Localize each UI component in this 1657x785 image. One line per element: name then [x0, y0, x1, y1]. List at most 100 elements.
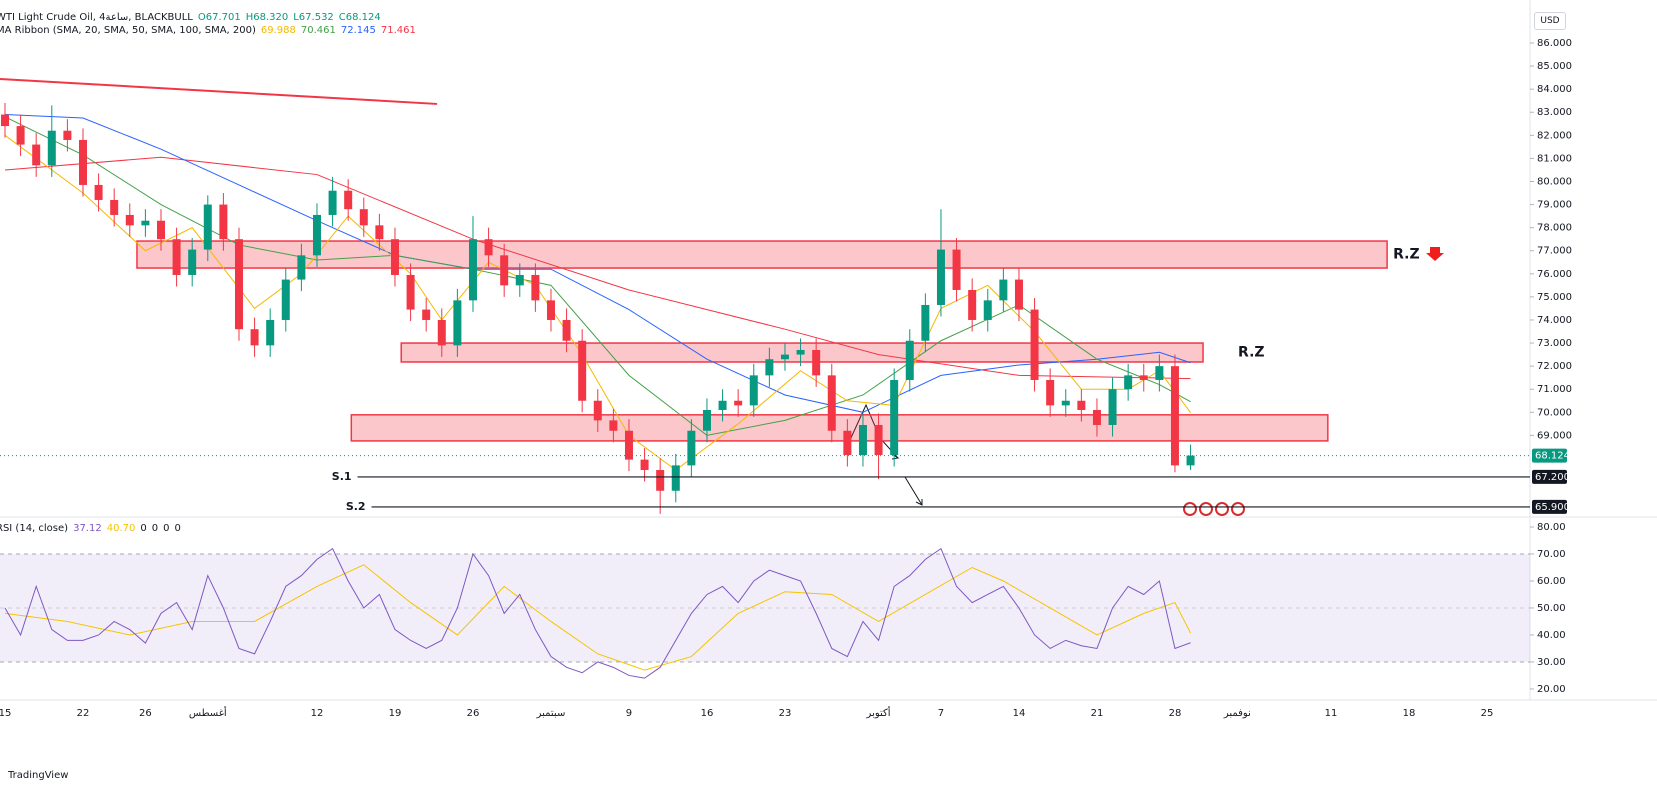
y-tick-label: 69.000 — [1537, 430, 1572, 441]
candle-body — [32, 144, 41, 166]
readout: 40.70 — [106, 523, 136, 534]
x-tick-label: 25 — [1481, 708, 1494, 719]
candle-body — [188, 249, 197, 275]
candle-body — [1092, 409, 1101, 425]
candle-body — [390, 239, 399, 275]
candle-body — [141, 220, 150, 226]
y-tick-label: 76.000 — [1537, 269, 1572, 280]
readout: 0 — [163, 523, 170, 534]
candle-body — [484, 239, 493, 256]
y-tick-label: 79.000 — [1537, 200, 1572, 211]
candle-body — [375, 225, 384, 240]
readout: 69.988 — [260, 25, 296, 36]
candle-body — [874, 424, 883, 455]
x-tick-label: 11 — [1325, 708, 1338, 719]
y-tick-label: 84.000 — [1537, 84, 1572, 95]
candle-body — [110, 199, 119, 215]
candle-body — [250, 329, 259, 346]
currency[interactable]: USD — [1534, 12, 1566, 30]
candle-body — [671, 465, 680, 491]
readout: C68.124 — [338, 12, 381, 23]
candle-body — [983, 300, 992, 320]
x-tick-label: 15 — [0, 708, 11, 719]
candle-body — [999, 279, 1008, 301]
candle-body — [1046, 379, 1055, 406]
y-tick-label: 71.000 — [1537, 384, 1572, 395]
x-tick-label: 7 — [938, 708, 944, 719]
candle-body — [63, 130, 72, 140]
candle-body — [1077, 400, 1086, 410]
x-tick-label: 23 — [779, 708, 792, 719]
candle-body — [453, 300, 462, 346]
candle-body — [1061, 400, 1070, 406]
candle-body — [609, 420, 618, 431]
candle-body — [812, 349, 821, 376]
y-tick-label: 73.000 — [1537, 338, 1572, 349]
rsi-band — [0, 554, 1530, 662]
annotation-arrow — [904, 476, 923, 506]
y-tick-label: 81.000 — [1537, 153, 1572, 164]
y-tick-label: 70.00 — [1537, 549, 1566, 560]
candle-body — [593, 400, 602, 421]
moving-average — [4, 116, 1191, 436]
candle-body — [952, 249, 961, 290]
symbol: WTI Light Crude Oil, 4ساعة, BLACKBULL — [0, 12, 193, 23]
candle-body — [702, 409, 711, 431]
candle-body — [624, 430, 633, 460]
candle-body — [297, 255, 306, 280]
candle-body — [765, 359, 774, 376]
candle-body — [827, 375, 836, 431]
candle-body — [515, 274, 524, 286]
candle-body — [219, 204, 228, 240]
y-tick-label: 77.000 — [1537, 246, 1572, 257]
candle-body — [905, 340, 914, 380]
indicator-name: RSI (14, close) — [0, 523, 69, 534]
candle-body — [422, 309, 431, 320]
candle-body — [1186, 455, 1195, 466]
price-tag — [1532, 469, 1567, 484]
candle-body — [0, 114, 9, 127]
x-tick-label: 22 — [77, 708, 90, 719]
y-tick-label: 80.00 — [1537, 522, 1566, 533]
price-tag-label: 68.124 — [1535, 451, 1570, 462]
moving-average — [4, 114, 1191, 413]
candle-body — [468, 239, 477, 301]
support-label: S.2 — [346, 500, 366, 513]
readout: 0 — [151, 523, 159, 534]
candle-body — [796, 349, 805, 355]
candle-body — [16, 126, 25, 145]
readout: 37.12 — [73, 523, 102, 534]
y-tick-label: 50.00 — [1537, 603, 1566, 614]
indicator-name: MA Ribbon (SMA, 20, SMA, 50, SMA, 100, S… — [0, 25, 256, 36]
candle-body — [328, 190, 337, 215]
x-tick-label: 21 — [1091, 708, 1104, 719]
candle-body — [749, 375, 758, 406]
y-tick-label: 72.000 — [1537, 361, 1572, 372]
y-tick-label: 83.000 — [1537, 107, 1572, 118]
y-tick-label: 60.00 — [1537, 576, 1566, 587]
readout: 0 — [140, 523, 147, 534]
candle-body — [578, 340, 587, 401]
x-tick-label: 12 — [311, 708, 324, 719]
candle-body — [156, 220, 165, 240]
candle-body — [78, 139, 87, 185]
candle-body — [266, 319, 275, 346]
x-tick-label: 26 — [467, 708, 480, 719]
y-tick-label: 75.000 — [1537, 292, 1572, 303]
readout: 71.461 — [380, 25, 416, 36]
candle-body — [843, 430, 852, 455]
candle-body — [203, 204, 212, 250]
candle-body — [1014, 279, 1023, 310]
candle-body — [1030, 309, 1039, 380]
x-tick-label: أغسطس — [189, 706, 227, 719]
candle-body — [281, 279, 290, 320]
y-tick-label: 80.000 — [1537, 176, 1572, 187]
x-tick-label: نوفمبر — [1223, 708, 1251, 719]
candle-body — [234, 239, 243, 330]
candle-body — [312, 214, 321, 256]
moving-average — [4, 156, 1191, 380]
y-tick-label: 86.000 — [1537, 38, 1572, 49]
candle-body — [47, 130, 56, 166]
symbol-legend: WTI Light Crude Oil, 4ساعة, BLACKBULL O6… — [0, 12, 381, 23]
